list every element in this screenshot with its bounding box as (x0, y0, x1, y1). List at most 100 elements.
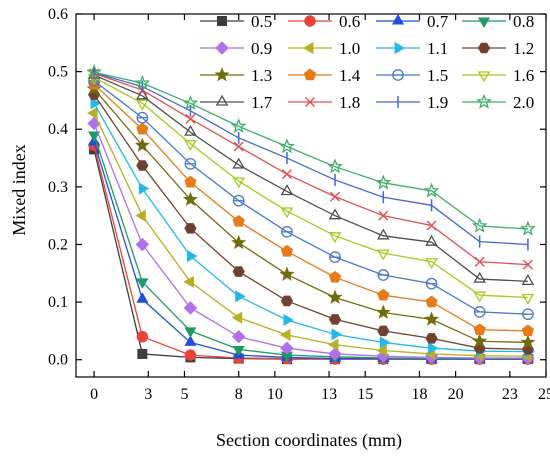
data-point (305, 97, 315, 107)
series-line (93, 74, 528, 282)
legend-label: 0.9 (251, 39, 272, 58)
data-point (86, 63, 102, 79)
x-tick-label: 0 (90, 386, 98, 403)
data-point (184, 175, 197, 188)
legend-entry-2.0: 2.0 (462, 93, 534, 112)
series-line (93, 83, 528, 332)
data-point (136, 122, 149, 135)
series-line (93, 94, 528, 350)
series-1.0 (87, 107, 532, 363)
data-point (376, 344, 387, 357)
x-tick-label: 13 (321, 386, 337, 403)
legend-label: 1.1 (427, 39, 448, 58)
series-line (93, 71, 528, 230)
legend-entry-1.3: 1.3 (200, 66, 272, 85)
data-point (231, 311, 243, 324)
x-axis-title: Section coordinates (mm) (216, 430, 402, 451)
x-tick-label: 20 (448, 386, 464, 403)
data-point (279, 328, 291, 342)
data-point (88, 131, 101, 142)
legend-entry-1.6: 1.6 (462, 66, 534, 85)
plot-frame (75, 13, 547, 378)
legend-entry-1.4: 1.4 (288, 66, 361, 85)
data-point (377, 269, 390, 281)
data-point (136, 160, 149, 171)
data-point (232, 194, 245, 207)
series-2.0 (86, 63, 536, 236)
data-point (377, 325, 390, 337)
legend-label: 1.7 (251, 93, 273, 112)
data-point (184, 139, 197, 151)
series-line (93, 134, 528, 360)
legend-label: 1.5 (427, 66, 448, 85)
data-point (473, 291, 486, 303)
series-0.7 (88, 134, 534, 363)
data-point (184, 223, 197, 234)
data-point (378, 210, 389, 221)
series-line (93, 88, 528, 344)
series-line (93, 123, 528, 359)
series-1.6 (87, 73, 535, 305)
data-point (184, 124, 197, 136)
legend-label: 0.6 (339, 12, 360, 31)
legend: 0.5 0.6 0.7 0.8 0.9 1.0 1.1 1.2 1.3 1.4 1.5 1.6 1.7 1… (200, 12, 534, 112)
data-point (184, 349, 197, 361)
data-point (327, 158, 343, 174)
data-point (137, 348, 148, 359)
x-tick-label: 18 (411, 386, 427, 403)
series-0.5 (89, 144, 533, 365)
data-point (182, 95, 199, 111)
data-point (135, 209, 146, 222)
data-point (182, 191, 198, 206)
legend-entry-1.2: 1.2 (462, 39, 534, 58)
data-point (183, 275, 194, 288)
data-point (328, 347, 342, 361)
data-point (328, 270, 342, 283)
legend-label: 1.0 (339, 39, 360, 58)
legend-label: 1.8 (339, 93, 360, 112)
data-point (328, 208, 342, 220)
series-line (93, 112, 528, 357)
y-tick-label: 0.2 (48, 236, 68, 253)
data-point (423, 182, 440, 198)
data-point (136, 99, 149, 111)
legend-entry-0.9: 0.9 (200, 39, 272, 58)
data-point (477, 42, 491, 54)
plot-area (75, 13, 547, 378)
legend-entry-0.6: 0.6 (288, 12, 360, 31)
data-point (473, 306, 486, 318)
series-1.4 (87, 77, 535, 337)
data-point (477, 71, 491, 83)
data-point (474, 256, 485, 267)
data-point (425, 277, 438, 290)
data-point (303, 68, 317, 81)
data-point (376, 228, 390, 240)
legend-entry-1.5: 1.5 (376, 66, 448, 85)
data-point (136, 330, 149, 343)
data-point (328, 314, 342, 325)
legend-entry-1.9: 1.9 (376, 93, 448, 112)
data-point (280, 295, 294, 307)
data-point (521, 324, 535, 337)
data-point (304, 15, 316, 27)
series-0.9 (87, 116, 535, 365)
data-point (184, 157, 197, 170)
legend-entry-1.7: 1.7 (200, 93, 273, 112)
data-point (232, 345, 245, 357)
data-point (136, 292, 149, 303)
legend-entry-1.8: 1.8 (288, 93, 360, 112)
data-point (232, 215, 245, 227)
series-line (93, 76, 528, 299)
x-tick-label: 25 (538, 386, 550, 403)
data-point (231, 329, 246, 344)
data-point (134, 74, 151, 90)
y-tick-label: 0.4 (48, 121, 68, 138)
y-tick-label: 0.1 (48, 294, 68, 311)
data-point (425, 234, 438, 246)
x-tick-label: 15 (357, 386, 373, 403)
series-0.8 (88, 131, 534, 366)
data-point (331, 328, 343, 341)
data-point (476, 93, 492, 109)
legend-label: 0.5 (251, 12, 272, 31)
